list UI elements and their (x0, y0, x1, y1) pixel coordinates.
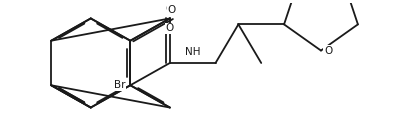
Text: O: O (166, 23, 174, 33)
Text: NH: NH (185, 47, 201, 57)
Text: O: O (166, 4, 174, 14)
Text: O: O (324, 46, 332, 56)
Text: O: O (168, 5, 176, 14)
Text: Br: Br (114, 80, 125, 90)
